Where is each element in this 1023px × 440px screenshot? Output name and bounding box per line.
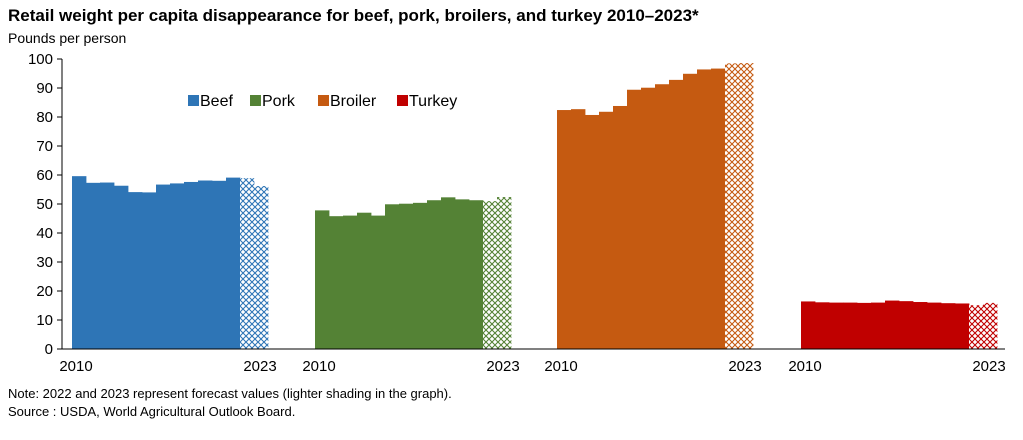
bar-broiler-2010 bbox=[557, 110, 572, 349]
y-tick-label: 70 bbox=[36, 138, 53, 155]
x-tick-label: 2023 bbox=[486, 358, 519, 375]
y-tick-label: 100 bbox=[28, 51, 53, 68]
legend-label-pork: Pork bbox=[262, 93, 296, 110]
bar-pork-2020 bbox=[455, 199, 470, 349]
bar-turkey-2015 bbox=[871, 302, 886, 349]
x-tick-label: 2010 bbox=[544, 358, 577, 375]
bar-beef-2013 bbox=[114, 185, 129, 349]
bar-broiler-2017 bbox=[655, 84, 670, 349]
y-axis: 0 10 20 30 40 50 60 70 80 90 100 bbox=[28, 51, 63, 358]
bar-turkey-2011 bbox=[815, 302, 830, 349]
bar-turkey-2014 bbox=[857, 302, 872, 349]
bar-broiler-2013 bbox=[599, 111, 614, 349]
y-tick-label: 80 bbox=[36, 109, 53, 126]
forecast-bar-pork-2023 bbox=[497, 197, 512, 349]
y-tick-label: 40 bbox=[36, 225, 53, 242]
y-axis-unit-label: Pounds per person bbox=[8, 30, 127, 46]
bar-pork-2015 bbox=[385, 204, 400, 349]
bar-pork-2018 bbox=[427, 200, 442, 349]
bar-pork-2017 bbox=[413, 202, 428, 349]
y-tick-label: 60 bbox=[36, 167, 53, 184]
bar-beef-2019 bbox=[198, 180, 213, 349]
forecast-bar-pork-2022 bbox=[483, 201, 498, 349]
bar-beef-2014 bbox=[128, 192, 143, 349]
legend-swatch-beef bbox=[188, 95, 199, 106]
bar-broiler-2015 bbox=[627, 89, 642, 350]
x-tick-label: 2023 bbox=[728, 358, 761, 375]
legend-label-broiler: Broiler bbox=[330, 93, 377, 110]
bar-turkey-2018 bbox=[913, 302, 928, 349]
y-tick-label: 0 bbox=[45, 341, 53, 358]
y-tick-label: 90 bbox=[36, 80, 53, 97]
legend-swatch-pork bbox=[250, 95, 261, 106]
forecast-bar-broiler-2022 bbox=[725, 63, 740, 349]
bar-beef-2017 bbox=[170, 183, 185, 349]
bar-broiler-2011 bbox=[571, 109, 586, 349]
forecast-bar-beef-2023 bbox=[254, 186, 269, 349]
bar-beef-2011 bbox=[86, 182, 101, 349]
bar-groups bbox=[72, 63, 998, 350]
bar-turkey-2017 bbox=[899, 301, 914, 349]
bar-beef-2018 bbox=[184, 181, 199, 349]
bar-broiler-2021 bbox=[711, 68, 726, 349]
x-tick-label: 2010 bbox=[59, 358, 92, 375]
forecast-bar-turkey-2023 bbox=[983, 302, 998, 349]
bar-pork-2011 bbox=[329, 216, 344, 349]
bar-turkey-2020 bbox=[941, 303, 956, 349]
bar-group-pork bbox=[315, 197, 512, 349]
bar-turkey-2010 bbox=[801, 301, 816, 349]
legend-label-turkey: Turkey bbox=[409, 93, 457, 110]
x-tick-label: 2023 bbox=[972, 358, 1005, 375]
x-tick-label: 2023 bbox=[243, 358, 276, 375]
bar-pork-2010 bbox=[315, 210, 330, 349]
y-tick-label: 50 bbox=[36, 196, 53, 213]
forecast-note: Note: 2022 and 2023 represent forecast v… bbox=[8, 386, 452, 401]
bar-beef-2010 bbox=[72, 176, 87, 349]
source-note: Source : USDA, World Agricultural Outloo… bbox=[8, 404, 296, 419]
forecast-bar-turkey-2022 bbox=[969, 305, 984, 349]
legend-swatch-broiler bbox=[318, 95, 329, 106]
bar-turkey-2013 bbox=[843, 302, 858, 349]
bar-beef-2020 bbox=[212, 180, 227, 349]
bar-turkey-2016 bbox=[885, 300, 900, 349]
x-axis: 2010 2023 2010 2023 2010 2023 2010 2023 bbox=[59, 348, 1006, 375]
bar-beef-2021 bbox=[226, 177, 241, 349]
legend-label-beef: Beef bbox=[200, 93, 233, 110]
y-tick-label: 20 bbox=[36, 283, 53, 300]
x-tick-label: 2010 bbox=[788, 358, 821, 375]
bar-group-beef bbox=[72, 176, 269, 349]
bar-beef-2016 bbox=[156, 184, 171, 349]
bar-pork-2019 bbox=[441, 197, 456, 349]
bar-pork-2016 bbox=[399, 203, 414, 349]
legend-swatch-turkey bbox=[397, 95, 408, 106]
bar-turkey-2012 bbox=[829, 302, 844, 349]
bar-broiler-2012 bbox=[585, 114, 600, 349]
bar-broiler-2016 bbox=[641, 87, 656, 350]
legend: Beef Pork Broiler Turkey bbox=[188, 93, 457, 110]
bar-beef-2015 bbox=[142, 192, 157, 349]
forecast-bar-broiler-2023 bbox=[739, 63, 754, 350]
bar-pork-2013 bbox=[357, 212, 372, 349]
bar-pork-2014 bbox=[371, 215, 386, 349]
y-tick-label: 30 bbox=[36, 254, 53, 271]
chart-title: Retail weight per capita disappearance f… bbox=[8, 6, 699, 25]
bar-beef-2012 bbox=[100, 182, 115, 349]
bar-group-turkey bbox=[801, 300, 998, 349]
forecast-bar-beef-2022 bbox=[240, 178, 255, 349]
bar-pork-2012 bbox=[343, 215, 358, 349]
bar-broiler-2019 bbox=[683, 73, 698, 349]
bar-broiler-2020 bbox=[697, 69, 712, 349]
bar-turkey-2019 bbox=[927, 302, 942, 349]
x-tick-label: 2010 bbox=[302, 358, 335, 375]
bar-group-broiler bbox=[557, 63, 754, 350]
bar-turkey-2021 bbox=[955, 303, 970, 349]
y-tick-label: 10 bbox=[36, 312, 53, 329]
bar-broiler-2014 bbox=[613, 105, 628, 349]
bar-pork-2021 bbox=[469, 200, 484, 349]
bar-broiler-2018 bbox=[669, 79, 684, 349]
